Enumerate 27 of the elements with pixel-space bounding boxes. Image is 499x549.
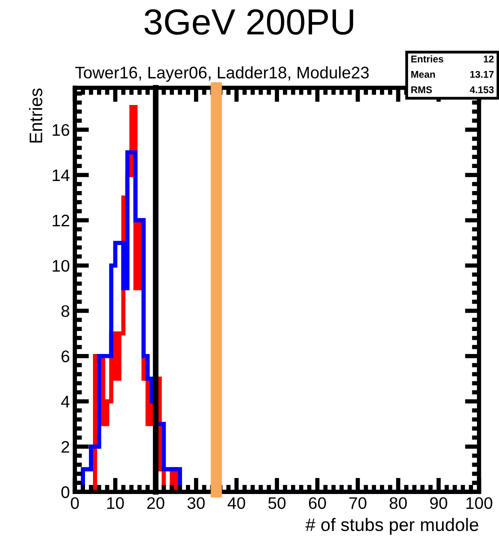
x-axis-title: # of stubs per mudole xyxy=(306,518,478,535)
x-tick-label: 30 xyxy=(187,497,205,510)
x-tick-label: 80 xyxy=(390,497,407,510)
text: Mean 13.17 xyxy=(411,70,494,78)
y-tick-label: 16 xyxy=(52,124,70,136)
x-tick-label: 50 xyxy=(268,497,286,510)
x-tick-label: 60 xyxy=(308,497,326,510)
y-tick-label: 14 xyxy=(52,170,70,182)
y-tick-label: 0 xyxy=(61,486,70,498)
y-tick-label: 10 xyxy=(52,260,70,272)
chart-title: 3GeV 200PU xyxy=(144,9,354,35)
text: Entries 12 xyxy=(411,55,494,62)
y-tick-label: 2 xyxy=(62,441,70,453)
x-tick-label: 0 xyxy=(70,497,79,510)
chart-subtitle: Tower16, Layer06, Ladder18, Module23 xyxy=(75,66,369,82)
x-tick-label: 10 xyxy=(107,497,124,510)
text: RMS 4.153 xyxy=(411,86,494,94)
x-tick-label: 40 xyxy=(228,497,246,510)
y-axis-title: Entries xyxy=(29,88,42,143)
x-tick-label: 90 xyxy=(430,497,448,510)
y-tick-label: 4 xyxy=(61,396,70,408)
x-tick-label: 20 xyxy=(147,497,164,510)
y-tick-label: 6 xyxy=(62,350,70,362)
x-tick-label: 100 xyxy=(466,497,492,510)
y-tick-label: 12 xyxy=(52,214,70,226)
y-tick-label: 8 xyxy=(61,305,70,318)
x-tick-label: 70 xyxy=(349,497,366,510)
